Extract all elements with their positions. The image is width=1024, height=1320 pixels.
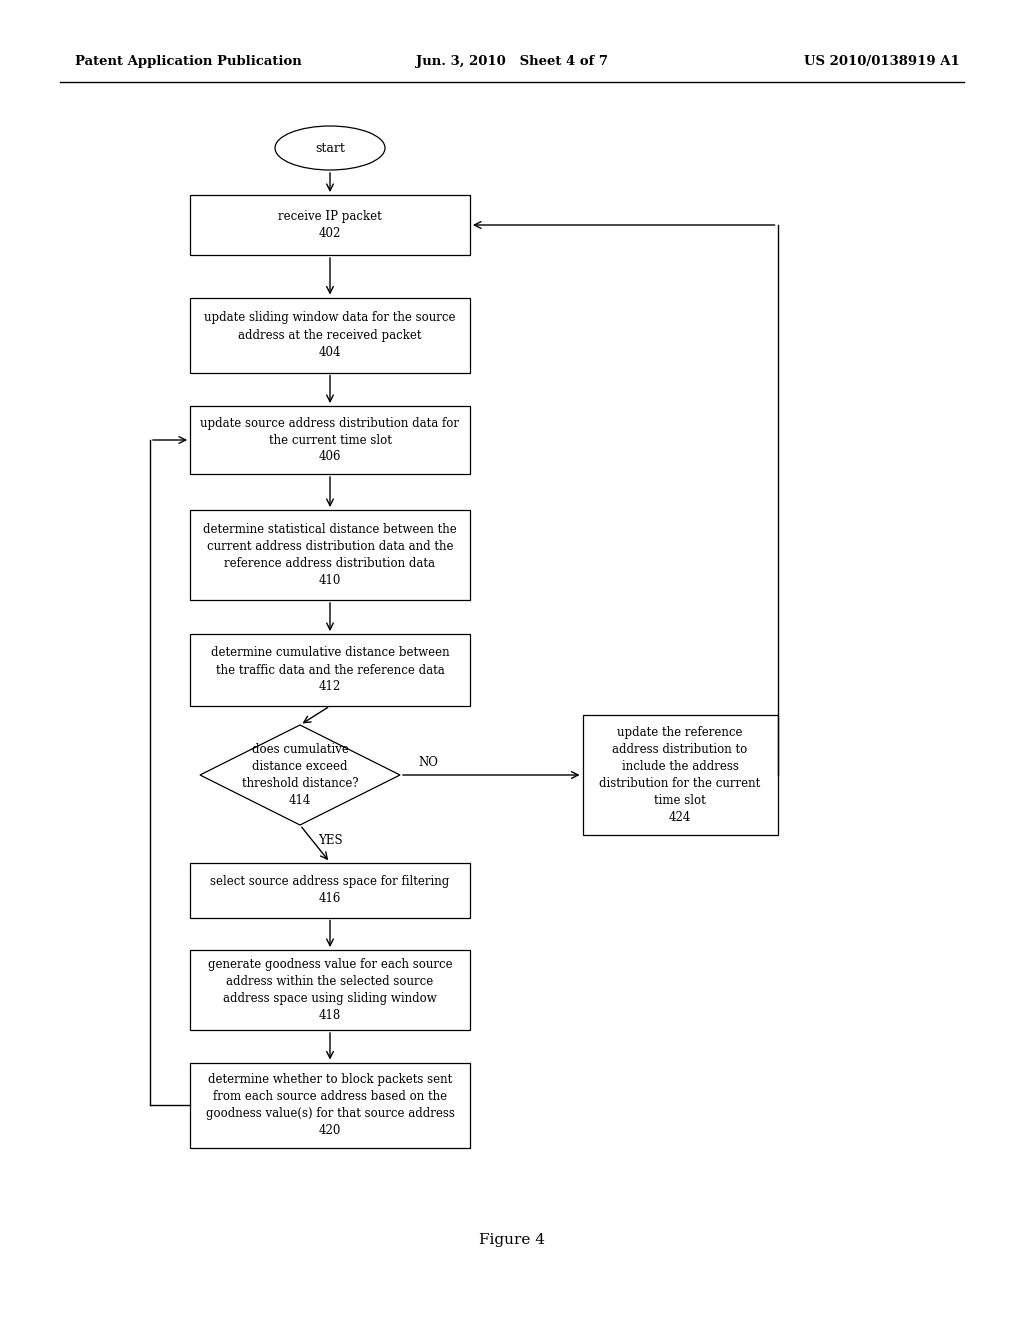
Text: update source address distribution data for
the current time slot
406: update source address distribution data …: [201, 417, 460, 463]
Ellipse shape: [275, 125, 385, 170]
Bar: [190, 950, 470, 1030]
Bar: [190, 195, 470, 255]
Text: NO: NO: [418, 756, 438, 770]
Bar: [190, 634, 470, 706]
Text: start: start: [315, 141, 345, 154]
Bar: [190, 1063, 470, 1147]
Bar: [190, 510, 470, 601]
Text: Figure 4: Figure 4: [479, 1233, 545, 1247]
Polygon shape: [200, 725, 400, 825]
Text: determine whether to block packets sent
from each source address based on the
go: determine whether to block packets sent …: [206, 1073, 455, 1137]
Text: Jun. 3, 2010   Sheet 4 of 7: Jun. 3, 2010 Sheet 4 of 7: [416, 55, 608, 69]
Text: determine statistical distance between the
current address distribution data and: determine statistical distance between t…: [203, 523, 457, 587]
Text: update the reference
address distribution to
include the address
distribution fo: update the reference address distributio…: [599, 726, 761, 824]
Text: update sliding window data for the source
address at the received packet
404: update sliding window data for the sourc…: [204, 312, 456, 359]
Text: generate goodness value for each source
address within the selected source
addre: generate goodness value for each source …: [208, 958, 453, 1022]
Bar: [583, 715, 777, 836]
Bar: [190, 407, 470, 474]
Text: Patent Application Publication: Patent Application Publication: [75, 55, 302, 69]
Bar: [190, 297, 470, 372]
Text: YES: YES: [318, 833, 343, 846]
Text: US 2010/0138919 A1: US 2010/0138919 A1: [804, 55, 961, 69]
Text: does cumulative
distance exceed
threshold distance?
414: does cumulative distance exceed threshol…: [242, 743, 358, 807]
Text: determine cumulative distance between
the traffic data and the reference data
41: determine cumulative distance between th…: [211, 647, 450, 693]
Text: receive IP packet
402: receive IP packet 402: [279, 210, 382, 240]
Text: select source address space for filtering
416: select source address space for filterin…: [210, 875, 450, 906]
Bar: [190, 862, 470, 917]
